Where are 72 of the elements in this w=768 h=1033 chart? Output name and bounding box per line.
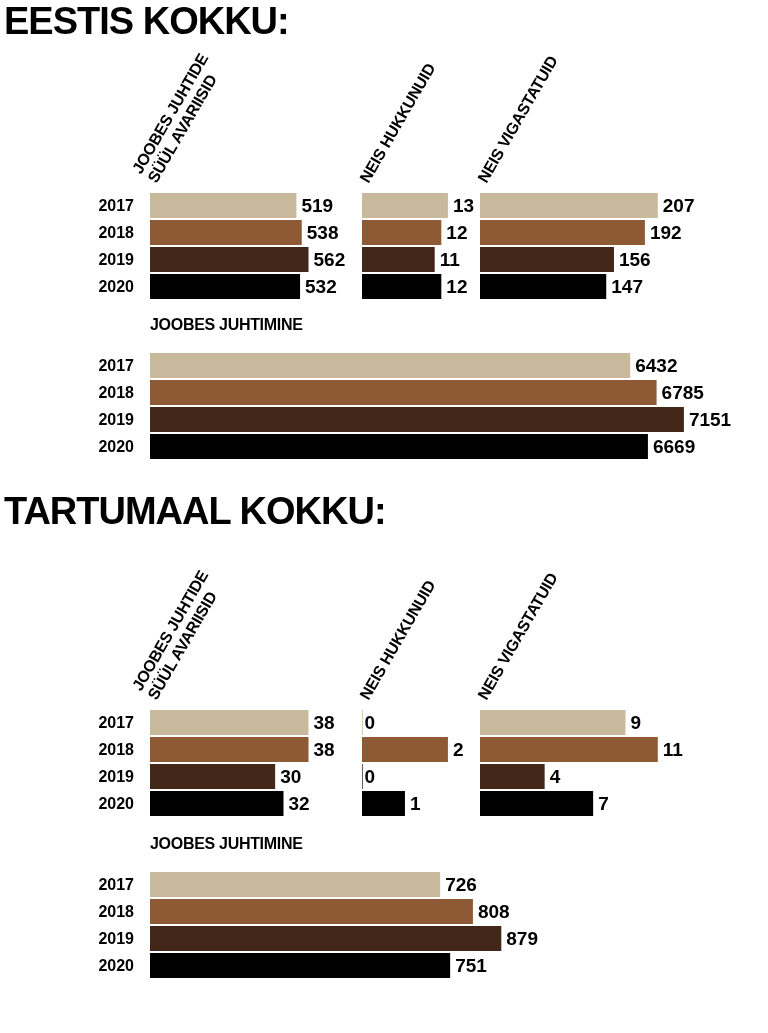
- bar: [480, 791, 594, 816]
- data-label: 6785: [661, 382, 705, 403]
- bar: [480, 193, 658, 218]
- bar: [480, 710, 626, 735]
- y-tick-label: 2020: [98, 438, 135, 455]
- data-label: 9: [630, 712, 642, 733]
- y-tick-label: 2019: [98, 251, 135, 268]
- bar: [150, 247, 309, 272]
- bar: [480, 764, 545, 789]
- y-tick-label: 2019: [98, 768, 135, 785]
- y-tick-label: 2017: [98, 714, 135, 731]
- bar: [480, 274, 607, 299]
- bar: [150, 380, 657, 405]
- y-tick-label: 2020: [98, 957, 135, 974]
- data-label: 38: [313, 739, 335, 760]
- data-label: 30: [280, 766, 302, 787]
- text: TARTUMAAL KOKKU:: [4, 490, 386, 533]
- data-label: 12: [446, 222, 468, 243]
- y-tick-label: 2017: [98, 357, 135, 374]
- data-label: 156: [618, 249, 651, 270]
- bar: [150, 434, 648, 459]
- data-label: 4: [549, 766, 561, 787]
- y-tick-label: 2018: [98, 741, 135, 758]
- bar: [480, 247, 614, 272]
- data-label: 0: [364, 766, 376, 787]
- bar: [150, 353, 631, 378]
- data-label: 879: [506, 928, 539, 949]
- bar: [150, 274, 301, 299]
- data-label: 7151: [688, 409, 732, 430]
- data-label: 7: [598, 793, 609, 814]
- y-tick-label: 2018: [98, 384, 135, 401]
- y-tick-label: 2020: [98, 795, 135, 812]
- y-tick-label: 2019: [98, 930, 135, 947]
- data-label: 147: [611, 276, 643, 297]
- bar: [150, 953, 451, 978]
- data-label: 1: [409, 793, 421, 814]
- data-label: 808: [477, 901, 510, 922]
- bar: [150, 926, 502, 951]
- bar: [480, 737, 658, 762]
- y-tick-label: 2017: [98, 197, 135, 214]
- text: EESTIS KOKKU:: [4, 0, 289, 43]
- data-label: 207: [662, 195, 695, 216]
- data-label: 11: [662, 739, 684, 760]
- y-tick-label: 2018: [98, 224, 135, 241]
- bar: [150, 193, 297, 218]
- bar: [150, 872, 441, 897]
- chart-title: JOOBES JUHTIMINE: [150, 835, 303, 853]
- data-label: 32: [288, 793, 310, 814]
- data-label: 562: [313, 249, 346, 270]
- bar: [150, 899, 473, 924]
- data-label: 538: [306, 222, 339, 243]
- y-tick-label: 2020: [98, 278, 135, 295]
- chart-title: JOOBES JUHTIMINE: [150, 316, 303, 334]
- data-label: 6432: [635, 355, 678, 376]
- data-label: 519: [301, 195, 334, 216]
- bar: [480, 220, 645, 245]
- data-label: 192: [649, 222, 682, 243]
- data-label: 751: [455, 955, 488, 976]
- bar: [150, 407, 684, 432]
- data-label: 12: [446, 276, 468, 297]
- y-tick-label: 2019: [98, 411, 135, 428]
- data-label: 0: [364, 712, 376, 733]
- data-label: 11: [439, 249, 461, 270]
- data-label: 13: [452, 195, 475, 216]
- y-tick-label: 2018: [98, 903, 135, 920]
- data-label: 38: [313, 712, 335, 733]
- bar: [150, 220, 302, 245]
- data-label: 2: [452, 739, 464, 760]
- y-tick-label: 2017: [98, 876, 135, 893]
- data-label: 532: [305, 276, 337, 297]
- data-label: 726: [445, 874, 477, 895]
- data-label: 6669: [652, 436, 696, 457]
